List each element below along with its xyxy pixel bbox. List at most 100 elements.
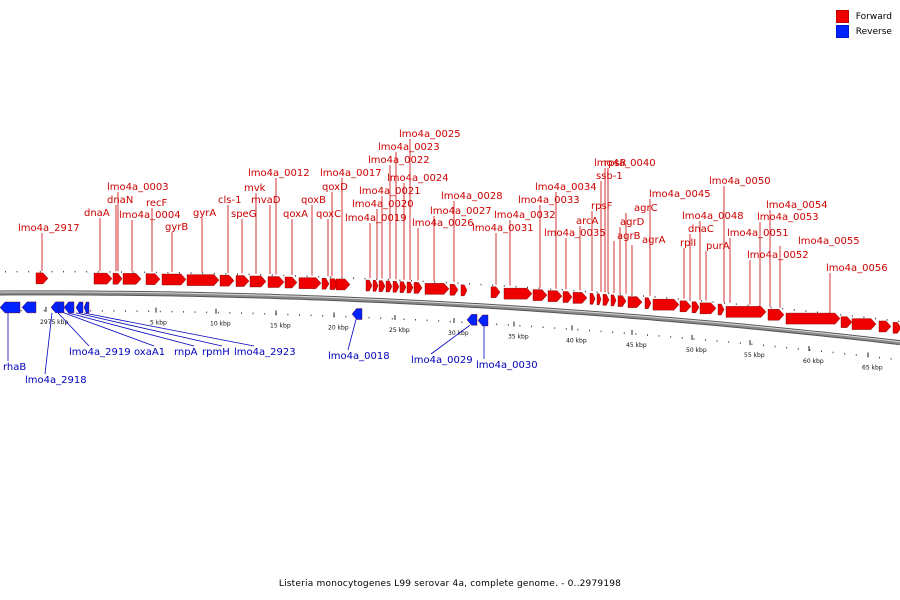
forward-gene-arrow[interactable] [35, 272, 49, 285]
forward-gene-arrow[interactable] [503, 287, 533, 300]
forward-gene-label[interactable]: lmo4a_0045 [649, 189, 711, 200]
forward-gene-label[interactable]: lmo4a_2917 [18, 223, 80, 234]
forward-gene-label[interactable]: cls-1 [218, 195, 241, 206]
forward-gene-label[interactable]: lmo4a_0004 [119, 210, 181, 221]
reverse-gene-label[interactable]: lmo4a_2918 [25, 375, 87, 386]
forward-gene-arrow[interactable] [267, 276, 285, 288]
reverse-gene-arrow[interactable] [466, 314, 478, 326]
forward-gene-arrow[interactable] [406, 281, 414, 294]
forward-gene-label[interactable]: lmo4a_0025 [399, 129, 461, 140]
forward-gene-label[interactable]: dnaC [688, 224, 714, 235]
reverse-gene-label[interactable]: lmo4a_2919 [69, 347, 131, 358]
reverse-gene-label[interactable]: lmo4a_0030 [476, 360, 538, 371]
forward-gene-label[interactable]: lmo4a_0048 [682, 211, 744, 222]
forward-gene-arrow[interactable] [449, 284, 459, 296]
forward-gene-arrow[interactable] [186, 274, 220, 286]
reverse-gene-arrow[interactable] [83, 301, 90, 314]
forward-gene-arrow[interactable] [679, 300, 692, 313]
forward-gene-arrow[interactable] [284, 276, 298, 289]
forward-gene-label[interactable]: lmo4a_0024 [387, 173, 449, 184]
forward-gene-arrow[interactable] [617, 295, 627, 307]
forward-gene-label[interactable]: lmo4a_0052 [747, 250, 809, 261]
reverse-gene-label[interactable]: lmo4a_2923 [234, 347, 296, 358]
forward-gene-label[interactable]: lmo4a_0026 [412, 218, 474, 229]
forward-gene-arrow[interactable] [851, 318, 877, 330]
forward-gene-arrow[interactable] [298, 277, 322, 289]
forward-gene-arrow[interactable] [602, 294, 610, 306]
forward-gene-label[interactable]: arcA [576, 216, 599, 227]
legend-reverse[interactable]: Reverse [835, 24, 892, 39]
forward-gene-label[interactable]: lmo4a_0003 [107, 182, 169, 193]
forward-gene-arrow[interactable] [610, 294, 617, 307]
forward-gene-label[interactable]: qoxB [301, 195, 326, 206]
forward-gene-label[interactable]: mvaD [251, 195, 281, 206]
forward-gene-arrow[interactable] [490, 286, 501, 298]
forward-gene-label[interactable]: lmo4a_0012 [248, 168, 310, 179]
forward-gene-label[interactable]: gyrB [165, 222, 188, 233]
forward-gene-label[interactable]: lmo4a_0019 [345, 213, 407, 224]
forward-gene-label[interactable]: rplI [680, 238, 696, 249]
forward-gene-label[interactable]: agrB [617, 231, 641, 242]
forward-gene-arrow[interactable] [878, 320, 892, 333]
reverse-gene-label[interactable]: lmo4a_0029 [411, 355, 473, 366]
forward-gene-label[interactable]: lmo4a_0040 [594, 158, 656, 169]
reverse-gene-arrow[interactable] [0, 301, 21, 314]
reverse-gene-arrow[interactable] [63, 301, 75, 314]
forward-gene-arrow[interactable] [644, 297, 652, 309]
forward-gene-label[interactable]: lmo4a_0050 [709, 176, 771, 187]
forward-gene-arrow[interactable] [249, 275, 267, 288]
forward-gene-arrow[interactable] [335, 278, 351, 291]
forward-gene-arrow[interactable] [145, 273, 161, 285]
forward-gene-label[interactable]: ssb-1 [596, 171, 623, 182]
forward-gene-label[interactable]: lmo4a_0022 [368, 155, 430, 166]
forward-gene-label[interactable]: rpsR [604, 158, 627, 169]
reverse-gene-arrow[interactable] [75, 301, 84, 314]
forward-gene-arrow[interactable] [93, 272, 113, 285]
forward-gene-label[interactable]: lmo4a_0028 [441, 191, 503, 202]
forward-gene-arrow[interactable] [596, 293, 602, 306]
forward-gene-label[interactable]: lmo4a_0034 [535, 182, 597, 193]
forward-gene-arrow[interactable] [460, 284, 468, 297]
reverse-gene-label[interactable]: rnpA [174, 347, 198, 358]
forward-gene-label[interactable]: qoxC [316, 209, 341, 220]
forward-gene-arrow[interactable] [691, 301, 700, 313]
forward-gene-arrow[interactable] [372, 280, 379, 292]
forward-gene-arrow[interactable] [235, 275, 250, 287]
forward-gene-label[interactable]: dnaA [84, 208, 110, 219]
reverse-gene-arrow[interactable] [477, 314, 489, 327]
forward-gene-arrow[interactable] [785, 312, 841, 325]
forward-gene-arrow[interactable] [840, 316, 853, 328]
forward-gene-label[interactable]: lmo4a_0027 [430, 206, 492, 217]
forward-gene-label[interactable]: recF [146, 198, 168, 209]
forward-gene-label[interactable]: rpsF [591, 201, 613, 212]
forward-gene-label[interactable]: qoxA [283, 209, 308, 220]
forward-gene-arrow[interactable] [112, 273, 123, 285]
forward-gene-arrow[interactable] [699, 302, 717, 315]
legend-forward[interactable]: Forward [835, 9, 892, 24]
forward-gene-arrow[interactable] [219, 274, 235, 287]
forward-gene-arrow[interactable] [321, 278, 330, 290]
reverse-gene-arrow[interactable] [351, 308, 363, 320]
forward-gene-arrow[interactable] [392, 281, 400, 293]
forward-gene-label[interactable]: lmo4a_0033 [518, 195, 580, 206]
forward-gene-label[interactable]: lmo4a_0054 [766, 200, 828, 211]
forward-gene-arrow[interactable] [161, 273, 187, 286]
forward-gene-arrow[interactable] [122, 273, 142, 285]
forward-gene-arrow[interactable] [652, 298, 680, 311]
forward-gene-label[interactable]: gyrA [193, 208, 216, 219]
forward-gene-label[interactable]: lmo4a_0051 [727, 228, 789, 239]
forward-gene-arrow[interactable] [572, 292, 588, 304]
forward-gene-label[interactable]: mvk [244, 183, 266, 194]
forward-gene-arrow[interactable] [413, 282, 423, 294]
forward-gene-label[interactable]: lmo4a_0031 [472, 223, 534, 234]
forward-gene-arrow[interactable] [589, 293, 596, 305]
forward-gene-label[interactable]: agrC [634, 203, 658, 214]
reverse-gene-label[interactable]: rhaB [3, 362, 26, 373]
forward-gene-arrow[interactable] [725, 306, 767, 318]
forward-gene-arrow[interactable] [532, 289, 548, 301]
forward-gene-arrow[interactable] [892, 322, 900, 334]
reverse-gene-label[interactable]: rpmH [202, 347, 230, 358]
forward-gene-arrow[interactable] [399, 281, 407, 293]
forward-gene-arrow[interactable] [365, 279, 373, 292]
forward-gene-arrow[interactable] [767, 309, 785, 321]
